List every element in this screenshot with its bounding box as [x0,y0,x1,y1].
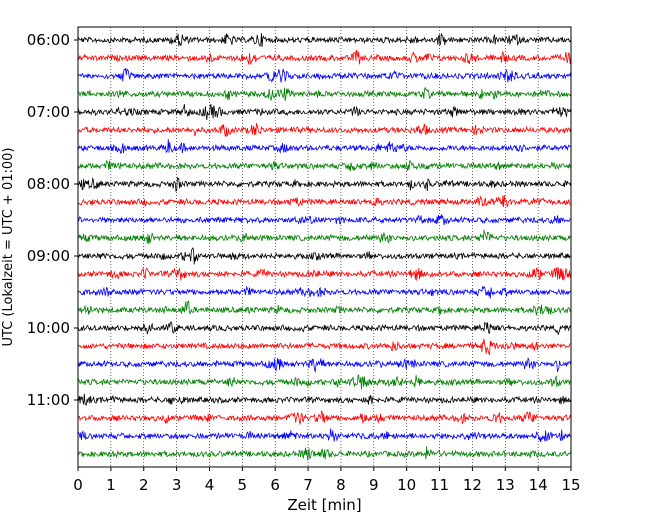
y-tick-label: 06:00 [27,31,70,49]
x-tick-label: 8 [336,476,346,494]
trace-0600 [77,33,572,48]
y-tick-label: 08:00 [27,175,70,193]
x-tick-label: 9 [369,476,379,494]
trace-0815 [77,195,571,208]
trace-0830 [77,214,571,226]
x-tick-label: 2 [139,476,149,494]
trace-0945 [77,300,572,316]
x-tick-label: 13 [496,476,515,494]
x-tick-label: 4 [205,476,215,494]
trace-0915 [77,267,572,281]
trace-1115 [77,410,572,426]
trace-1130 [77,428,571,443]
x-tick-label: 15 [561,476,580,494]
x-tick-label: 1 [106,476,116,494]
trace-0615 [77,49,572,65]
plot-frame [77,26,572,468]
y-axis: 06:00 07:00 08:00 09:00 10:00 11:00 [27,31,78,409]
trace-1030 [77,356,572,373]
x-tick-label: 11 [430,476,449,494]
grid [110,27,539,467]
trace-0715 [77,122,572,137]
x-tick-label: 14 [529,476,548,494]
trace-1100 [77,393,572,406]
trace-0700 [77,104,572,121]
x-tick-label: 3 [172,476,182,494]
trace-0645 [77,86,572,102]
x-tick-label: 10 [397,476,416,494]
trace-0745 [77,159,571,172]
trace-0845 [77,229,572,245]
x-axis: 0 1 2 3 4 5 6 7 8 9 10 11 12 13 14 15 [73,467,581,494]
trace-1015 [77,338,571,356]
x-tick-label: 0 [73,476,83,494]
trace-0900 [77,247,571,265]
trace-1145 [77,446,572,461]
traces [77,33,572,461]
trace-1000 [77,321,572,335]
trace-0730 [77,139,571,154]
trace-0800 [77,176,572,193]
x-tick-label: 7 [303,476,313,494]
y-tick-label: 11:00 [27,391,70,409]
y-tick-label: 09:00 [27,247,70,265]
trace-1045 [77,374,572,390]
x-tick-label: 12 [463,476,482,494]
x-tick-label: 6 [270,476,280,494]
x-tick-label: 5 [238,476,248,494]
y-tick-label: 10:00 [27,319,70,337]
x-axis-label: Zeit [min] [287,496,361,514]
trace-0630 [77,67,572,83]
y-tick-label: 07:00 [27,103,70,121]
y-axis-label: UTC (Lokalzeit = UTC + 01:00) [1,148,16,347]
trace-0930 [77,285,572,299]
